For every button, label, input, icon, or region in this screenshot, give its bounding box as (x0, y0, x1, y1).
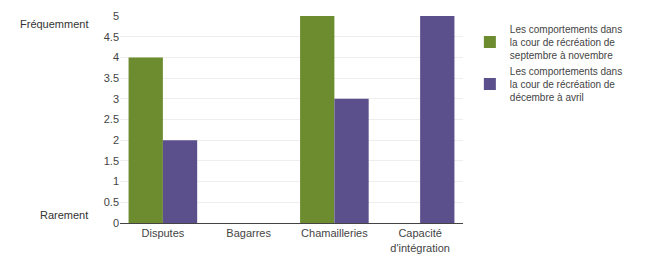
svg-text:4.5: 4.5 (104, 31, 119, 43)
svg-text:0.5: 0.5 (104, 196, 119, 208)
svg-text:2: 2 (113, 134, 119, 146)
svg-text:Rarement: Rarement (40, 209, 88, 221)
svg-text:2.5: 2.5 (104, 113, 119, 125)
svg-text:3: 3 (113, 93, 119, 105)
svg-text:5: 5 (113, 10, 119, 22)
svg-text:Chamailleries: Chamailleries (301, 227, 368, 239)
svg-text:0: 0 (113, 217, 119, 229)
svg-text:Fréquemment: Fréquemment (20, 18, 88, 30)
svg-text:Capacitéd'intégration: Capacitéd'intégration (390, 227, 450, 253)
svg-text:4: 4 (113, 51, 119, 63)
svg-text:Bagarres: Bagarres (226, 227, 271, 239)
svg-text:Les comportements dansla cour: Les comportements dansla cour de récréat… (510, 24, 622, 61)
svg-text:1.5: 1.5 (104, 155, 119, 167)
svg-text:Disputes: Disputes (141, 227, 184, 239)
svg-text:3.5: 3.5 (104, 72, 119, 84)
svg-text:Les comportements dansla cour: Les comportements dansla cour de récréat… (510, 66, 622, 103)
svg-text:1: 1 (113, 175, 119, 187)
